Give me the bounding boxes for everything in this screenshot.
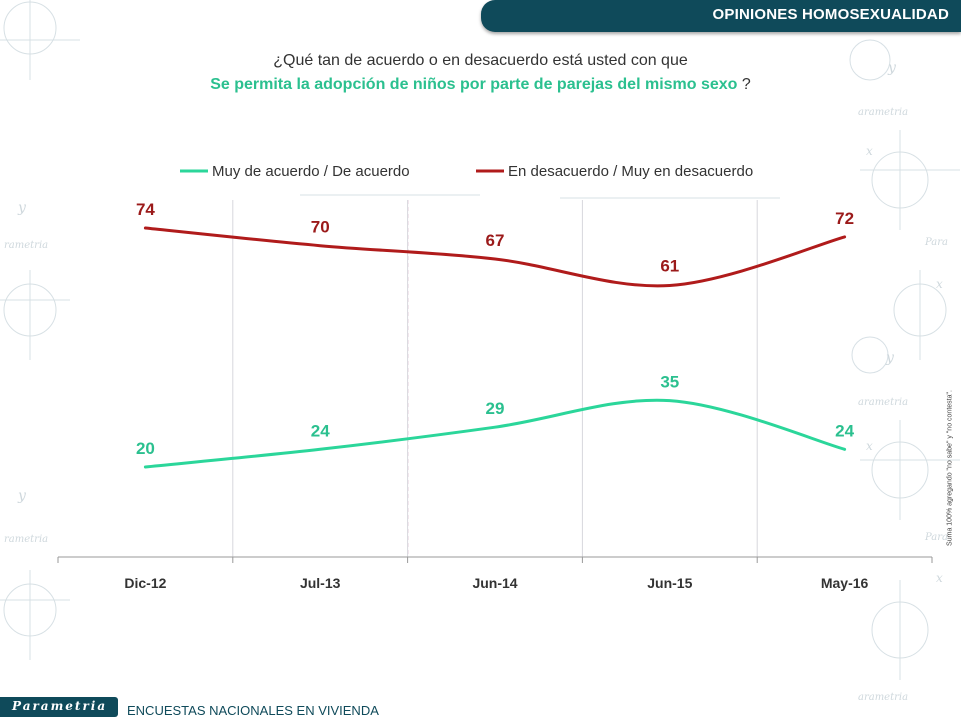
x-tick-label: Jul-13 — [300, 575, 341, 591]
series-line — [143, 398, 847, 469]
data-label: 29 — [486, 399, 505, 418]
data-label: 61 — [660, 257, 679, 276]
x-tick-label: Jun-15 — [647, 575, 692, 591]
data-label: 72 — [835, 209, 854, 228]
x-tick-label: May-16 — [821, 575, 869, 591]
header-banner: OPINIONES HOMOSEXUALIDAD — [481, 0, 961, 32]
data-label: 24 — [835, 421, 854, 440]
data-label: 67 — [486, 231, 505, 250]
series-line — [143, 226, 847, 288]
logo-text: Parametria — [12, 699, 108, 713]
data-label: 35 — [660, 373, 679, 392]
question-line: ¿Qué tan de acuerdo o en desacuerdo está… — [273, 52, 688, 69]
legend-label: En desacuerdo / Muy en desacuerdo — [508, 163, 753, 180]
side-note: Suma 100% agregando "no sabe" y "no cont… — [946, 390, 954, 546]
data-label: 70 — [311, 218, 330, 237]
data-label: 74 — [136, 200, 155, 219]
footer-text: ENCUESTAS NACIONALES EN VIVIENDA — [127, 703, 379, 718]
question-subject: Se permita la adopción de niños por part… — [0, 76, 961, 94]
legend-label: Muy de acuerdo / De acuerdo — [212, 163, 410, 180]
question-suffix: ? — [737, 76, 751, 93]
question-highlight: Se permita la adopción de niños por part… — [210, 76, 738, 93]
data-label: 20 — [136, 439, 155, 458]
parametria-logo: Parametria — [0, 697, 118, 717]
header-title: OPINIONES HOMOSEXUALIDAD — [712, 6, 949, 23]
x-tick-label: Dic-12 — [124, 575, 166, 591]
x-tick-label: Jun-14 — [472, 575, 517, 591]
data-label: 24 — [311, 421, 330, 440]
